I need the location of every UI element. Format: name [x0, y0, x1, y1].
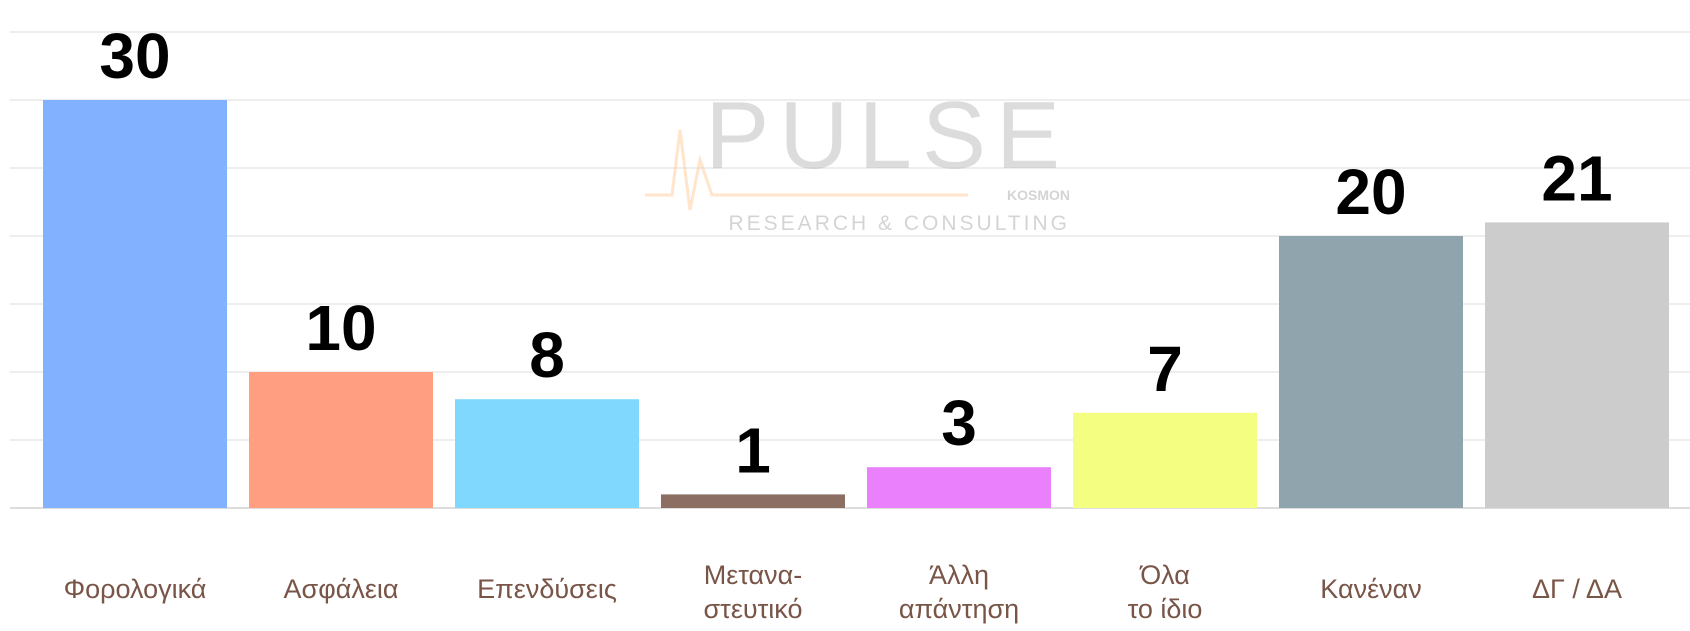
value-label: 7 — [1147, 333, 1183, 405]
x-tick-label: Μετανα-στευτικό — [704, 560, 803, 624]
bar — [1073, 412, 1257, 508]
watermark-sub: KOSMON — [1007, 187, 1070, 203]
value-label: 20 — [1335, 156, 1406, 228]
bar — [661, 494, 845, 508]
x-tick-label: Άλλη απάντηση — [899, 560, 1019, 624]
value-label: 1 — [735, 414, 771, 486]
watermark-brand: PULSE — [705, 82, 1070, 189]
value-label: 21 — [1541, 142, 1612, 214]
watermark: PULSE KOSMON RESEARCH & CONSULTING — [645, 82, 1070, 235]
x-tick-label: Όλα το ίδιο — [1128, 560, 1203, 624]
watermark-tagline: RESEARCH & CONSULTING — [729, 212, 1071, 235]
bar — [867, 467, 1051, 508]
x-tick-label: Φορολογικά — [64, 574, 207, 604]
bar — [1279, 236, 1463, 508]
x-tick-label: Επενδύσεις — [477, 574, 617, 604]
value-label: 10 — [305, 292, 376, 364]
x-tick-label: ΔΓ / ΔΑ — [1532, 574, 1622, 604]
bar — [43, 100, 227, 508]
value-label: 3 — [941, 387, 977, 459]
watermark-line — [645, 129, 968, 211]
x-tick-label: Ασφάλεια — [284, 574, 399, 604]
value-label: 30 — [99, 20, 170, 92]
x-tick-label: Κανέναν — [1320, 574, 1421, 604]
bar — [455, 399, 639, 508]
bar — [1485, 222, 1669, 508]
value-label: 8 — [529, 319, 565, 391]
bar — [249, 372, 433, 508]
